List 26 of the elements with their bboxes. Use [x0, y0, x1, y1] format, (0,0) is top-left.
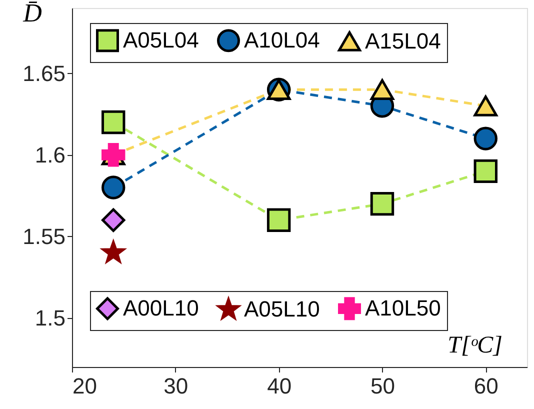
legend-label: A00L10 [123, 296, 199, 321]
x-tick-label: 60 [474, 374, 498, 398]
y-tick-label: 1.65 [22, 60, 66, 86]
y-tick-label: 1.6 [34, 142, 66, 168]
legend-label: A05L10 [244, 296, 320, 322]
point [474, 126, 498, 150]
legend-label: A10L04 [244, 28, 320, 53]
legend-label: A15L04 [365, 28, 441, 54]
point [102, 110, 126, 134]
y-axis-title: D̄ [22, 0, 42, 28]
x-axis-title: T[ᵒC] [448, 332, 502, 358]
y-tick-label: 1.55 [22, 224, 66, 249]
x-tick-label: 50 [370, 374, 395, 398]
y-tick-label: 1.5 [34, 306, 66, 331]
legend-label: A10L50 [365, 296, 441, 321]
point [266, 208, 291, 232]
point [370, 79, 394, 100]
point [102, 208, 126, 232]
point [102, 176, 126, 200]
x-tick-label: 40 [267, 374, 292, 398]
point [474, 95, 498, 116]
point [370, 192, 394, 216]
point [474, 159, 498, 184]
x-tick-label: 30 [164, 374, 188, 398]
legend-label: A05L04 [123, 28, 199, 53]
x-tick-label: 20 [72, 374, 97, 398]
